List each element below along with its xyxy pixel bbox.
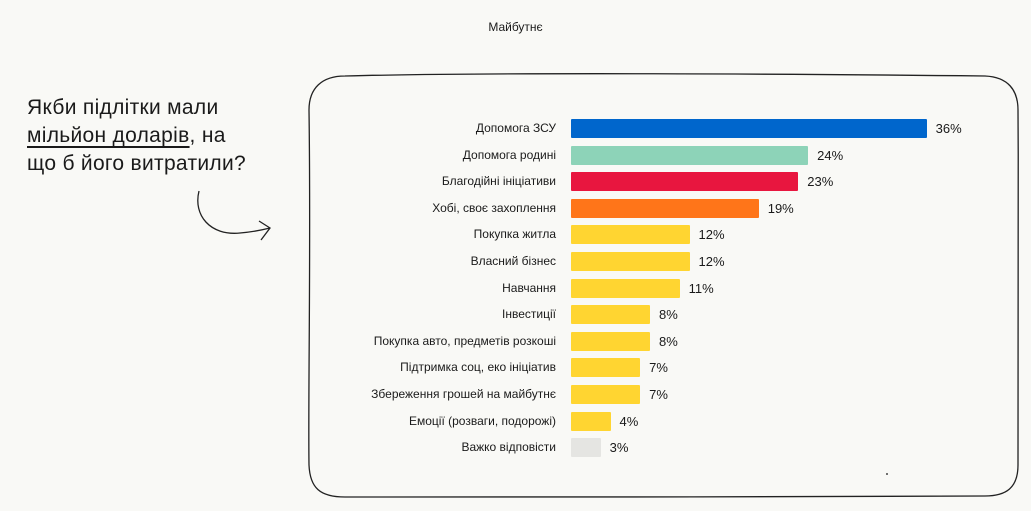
bar: [571, 385, 641, 404]
value-label: 23%: [807, 174, 834, 190]
category-label: Емоції (розваги, подорожі): [409, 413, 556, 428]
question-line-1: Якби підлітки мали: [27, 96, 219, 119]
value-label: 7%: [649, 387, 668, 402]
question-line-2: мільйон доларів, на: [27, 122, 246, 150]
category-label: Покупка авто, предметів розкоші: [373, 333, 556, 348]
value-label: 7%: [649, 360, 668, 376]
category-label: Покупка житла: [473, 227, 556, 242]
value-label: 11%: [688, 280, 714, 296]
bar: [571, 172, 799, 192]
value-label: 36%: [935, 121, 962, 136]
category-label: Збереження грошей на майбутнє: [371, 387, 556, 401]
question-line-3: що б його витратили?: [27, 152, 246, 175]
value-label: 4%: [619, 413, 639, 429]
question-text: Якби підлітки мали мільйон доларів, на щ…: [27, 94, 246, 178]
value-label: 19%: [767, 200, 794, 216]
bar: [571, 252, 690, 271]
bar: [571, 119, 927, 138]
category-label: Благодійні ініціативи: [441, 174, 556, 189]
bar: [571, 358, 641, 378]
category-label: Інвестиції: [502, 307, 556, 322]
bar: [571, 225, 690, 245]
category-label: Власний бізнес: [470, 254, 556, 268]
arrow-icon: [197, 190, 271, 241]
bar: [571, 331, 651, 351]
bar: [571, 145, 809, 165]
value-label: 12%: [698, 227, 725, 243]
value-label: 12%: [698, 254, 725, 269]
category-label: Допомога ЗСУ: [475, 121, 556, 135]
question-line-2-rest: , на: [189, 124, 226, 147]
bar: [571, 198, 759, 218]
question-underlined: мільйон доларів: [27, 124, 190, 147]
category-label: Допомога родині: [462, 147, 556, 162]
value-label: 24%: [817, 147, 844, 163]
chart-frame: [308, 73, 1019, 498]
category-label: Навчання: [502, 280, 556, 295]
category-label: Важко відповісти: [461, 440, 556, 455]
bar: [571, 305, 651, 325]
value-label: 8%: [659, 333, 678, 349]
chart-title: Майбутнє: [488, 20, 543, 34]
dot: [886, 473, 888, 475]
category-label: Хобі, своє захоплення: [432, 200, 556, 215]
category-label: Підтримка соц, еко ініціатив: [400, 360, 556, 375]
value-label: 8%: [659, 307, 678, 323]
value-label: 3%: [609, 440, 629, 456]
bar: [571, 278, 680, 298]
bar: [571, 411, 611, 431]
bar: [571, 438, 601, 458]
